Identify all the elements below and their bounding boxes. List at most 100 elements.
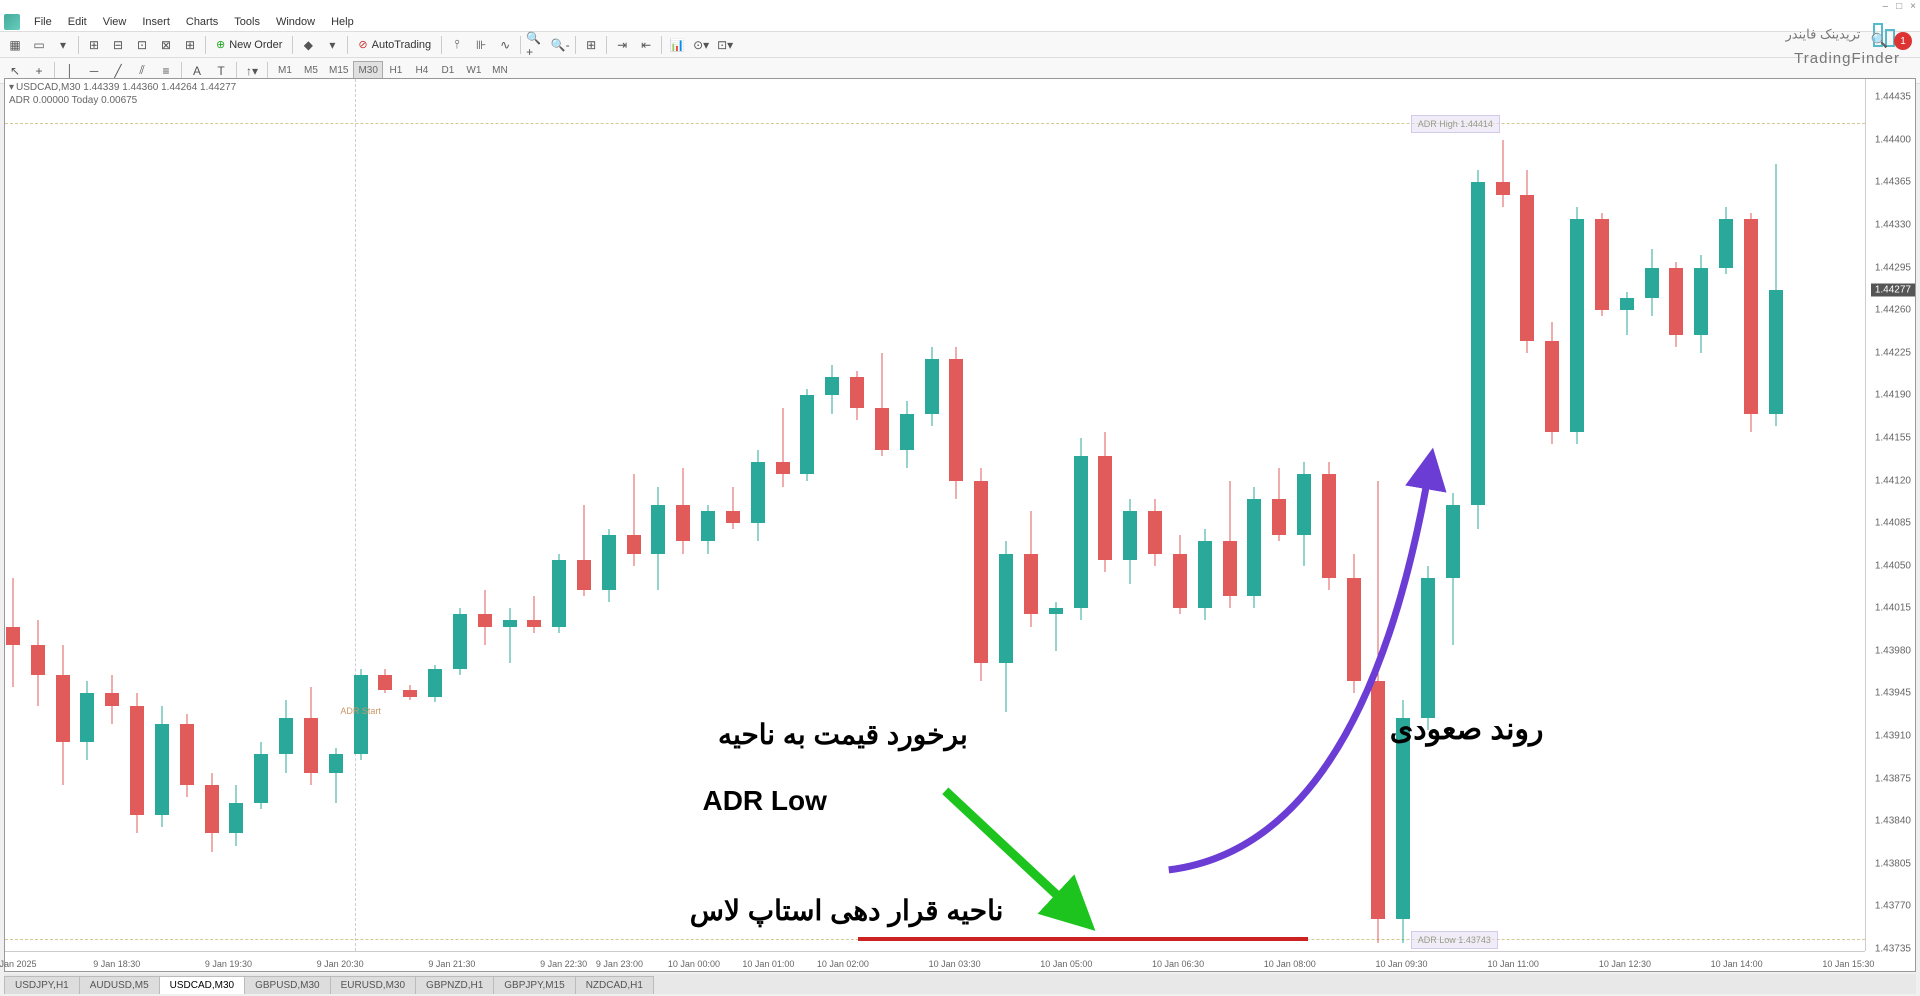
- y-tick: 1.44120: [1875, 475, 1911, 486]
- y-tick: 1.43945: [1875, 688, 1911, 699]
- chart-canvas[interactable]: ADR Start ADR High 1.44414 ADR Low 1.43743…: [5, 79, 1865, 951]
- chart-shift-icon[interactable]: ⇤: [635, 34, 657, 56]
- x-tick: 10 Jan 08:00: [1264, 959, 1316, 969]
- close-icon[interactable]: ×: [1910, 1, 1916, 12]
- terminal-icon[interactable]: ⊠: [155, 34, 177, 56]
- tab-nzdcad-h1[interactable]: NZDCAD,H1: [575, 976, 654, 994]
- menu-window[interactable]: Window: [268, 14, 323, 30]
- brand-line2: TradingFinder: [1786, 50, 1900, 67]
- stoploss-zone: [858, 937, 1309, 941]
- expert-list-icon[interactable]: ▾: [321, 34, 343, 56]
- indicators-icon[interactable]: 📊: [666, 34, 688, 56]
- y-tick: 1.44085: [1875, 518, 1911, 529]
- tab-gbpjpy-m15[interactable]: GBPJPY,M15: [493, 976, 575, 994]
- line-chart-icon[interactable]: ∿: [494, 34, 516, 56]
- candle-chart-icon[interactable]: ⊪: [470, 34, 492, 56]
- zoom-out-icon[interactable]: 🔍-: [549, 34, 571, 56]
- x-tick: 10 Jan 05:00: [1040, 959, 1092, 969]
- annotation-3: روند صعودی: [1390, 712, 1544, 747]
- tab-gbpnzd-h1[interactable]: GBPNZD,H1: [415, 976, 494, 994]
- menu-tools[interactable]: Tools: [226, 14, 268, 30]
- adr-start-label: ADR Start: [336, 704, 385, 718]
- y-tick: 1.44295: [1875, 262, 1911, 273]
- y-tick: 1.44435: [1875, 92, 1911, 103]
- strategy-tester-icon[interactable]: ⊞: [179, 34, 201, 56]
- x-tick: 10 Jan 06:30: [1152, 959, 1204, 969]
- menu-charts[interactable]: Charts: [178, 14, 226, 30]
- x-tick: 9 Jan 18:30: [93, 959, 140, 969]
- tab-usdjpy-h1[interactable]: USDJPY,H1: [4, 976, 80, 994]
- tab-audusd-m5[interactable]: AUDUSD,M5: [79, 976, 160, 994]
- x-tick: 9 Jan 22:30: [540, 959, 587, 969]
- y-tick: 1.44260: [1875, 305, 1911, 316]
- y-tick: 1.43910: [1875, 731, 1911, 742]
- profiles-icon[interactable]: ▭: [28, 34, 50, 56]
- x-tick: 10 Jan 12:30: [1599, 959, 1651, 969]
- x-axis: 9 Jan 20259 Jan 18:309 Jan 19:309 Jan 20…: [5, 951, 1865, 971]
- y-tick: 1.44015: [1875, 603, 1911, 614]
- y-tick: 1.43805: [1875, 858, 1911, 869]
- x-tick: 10 Jan 15:30: [1822, 959, 1874, 969]
- x-tick: 9 Jan 19:30: [205, 959, 252, 969]
- y-tick: 1.44155: [1875, 432, 1911, 443]
- chart-tabs: USDJPY,H1AUDUSD,M5USDCAD,M30GBPUSD,M30EU…: [4, 974, 1916, 994]
- x-tick: 9 Jan 23:00: [596, 959, 643, 969]
- x-tick: 10 Jan 14:00: [1711, 959, 1763, 969]
- x-tick: 10 Jan 00:00: [668, 959, 720, 969]
- bar-chart-icon[interactable]: ⫯: [446, 34, 468, 56]
- data-window-icon[interactable]: ⊟: [107, 34, 129, 56]
- x-tick: 10 Jan 01:00: [742, 959, 794, 969]
- adr-high-label: ADR High 1.44414: [1411, 115, 1500, 133]
- menu-view[interactable]: View: [95, 14, 135, 30]
- green-arrow: [5, 79, 1865, 951]
- app-icon: [4, 14, 20, 30]
- x-tick: 10 Jan 02:00: [817, 959, 869, 969]
- metaquotes-icon[interactable]: ◆: [297, 34, 319, 56]
- plus-icon: ⊕: [216, 38, 225, 51]
- y-tick: 1.43840: [1875, 816, 1911, 827]
- annotation-2: ناحیه قرار دهی استاپ لاس: [690, 894, 1004, 927]
- tb-dropdown-icon[interactable]: ▾: [52, 34, 74, 56]
- menu-file[interactable]: File: [26, 14, 60, 30]
- templates-icon[interactable]: ⊡▾: [714, 34, 736, 56]
- market-watch-icon[interactable]: ⊞: [83, 34, 105, 56]
- zoom-in-icon[interactable]: 🔍+: [525, 34, 547, 56]
- new-order-button[interactable]: ⊕ New Order: [210, 34, 288, 56]
- y-tick: 1.44190: [1875, 390, 1911, 401]
- maximize-icon[interactable]: □: [1896, 1, 1902, 12]
- autotrading-label: AutoTrading: [372, 39, 432, 51]
- window-titlebar: – □ ×: [0, 0, 1920, 12]
- y-tick: 1.44050: [1875, 560, 1911, 571]
- tab-eurusd-m30[interactable]: EURUSD,M30: [330, 976, 416, 994]
- periodicity-icon[interactable]: ⊙▾: [690, 34, 712, 56]
- purple-arrow: [5, 79, 1865, 951]
- y-tick: 1.43980: [1875, 645, 1911, 656]
- toolbar-1: ▦ ▭ ▾ ⊞ ⊟ ⊡ ⊠ ⊞ ⊕ New Order ◆ ▾ ⊘ AutoTr…: [0, 32, 1920, 58]
- y-axis: 1.437351.437701.438051.438401.438751.439…: [1865, 79, 1915, 951]
- brand-line1: تریدینک فایندر: [1786, 26, 1861, 41]
- x-tick: 10 Jan 09:30: [1375, 959, 1427, 969]
- tab-gbpusd-m30[interactable]: GBPUSD,M30: [244, 976, 330, 994]
- notification-badge[interactable]: 1: [1894, 32, 1912, 50]
- current-price: 1.44277: [1871, 283, 1915, 296]
- x-tick: 10 Jan 11:00: [1488, 959, 1539, 969]
- search-icon[interactable]: 🔍: [1871, 32, 1888, 49]
- session-vline: [355, 79, 356, 951]
- autotrading-button[interactable]: ⊘ AutoTrading: [352, 34, 437, 56]
- tile-windows-icon[interactable]: ⊞: [580, 34, 602, 56]
- y-tick: 1.44365: [1875, 177, 1911, 188]
- tab-usdcad-m30[interactable]: USDCAD,M30: [159, 976, 245, 994]
- minimize-icon[interactable]: –: [1883, 1, 1889, 12]
- menu-edit[interactable]: Edit: [60, 14, 95, 30]
- x-tick: 10 Jan 03:30: [929, 959, 981, 969]
- navigator-icon[interactable]: ⊡: [131, 34, 153, 56]
- menu-insert[interactable]: Insert: [134, 14, 178, 30]
- y-tick: 1.43770: [1875, 901, 1911, 912]
- autoscroll-icon[interactable]: ⇥: [611, 34, 633, 56]
- x-tick: 9 Jan 20:30: [317, 959, 364, 969]
- new-chart-icon[interactable]: ▦: [4, 34, 26, 56]
- adr-low-label: ADR Low 1.43743: [1411, 931, 1498, 949]
- menu-help[interactable]: Help: [323, 14, 362, 30]
- y-tick: 1.44225: [1875, 347, 1911, 358]
- new-order-label: New Order: [229, 39, 282, 51]
